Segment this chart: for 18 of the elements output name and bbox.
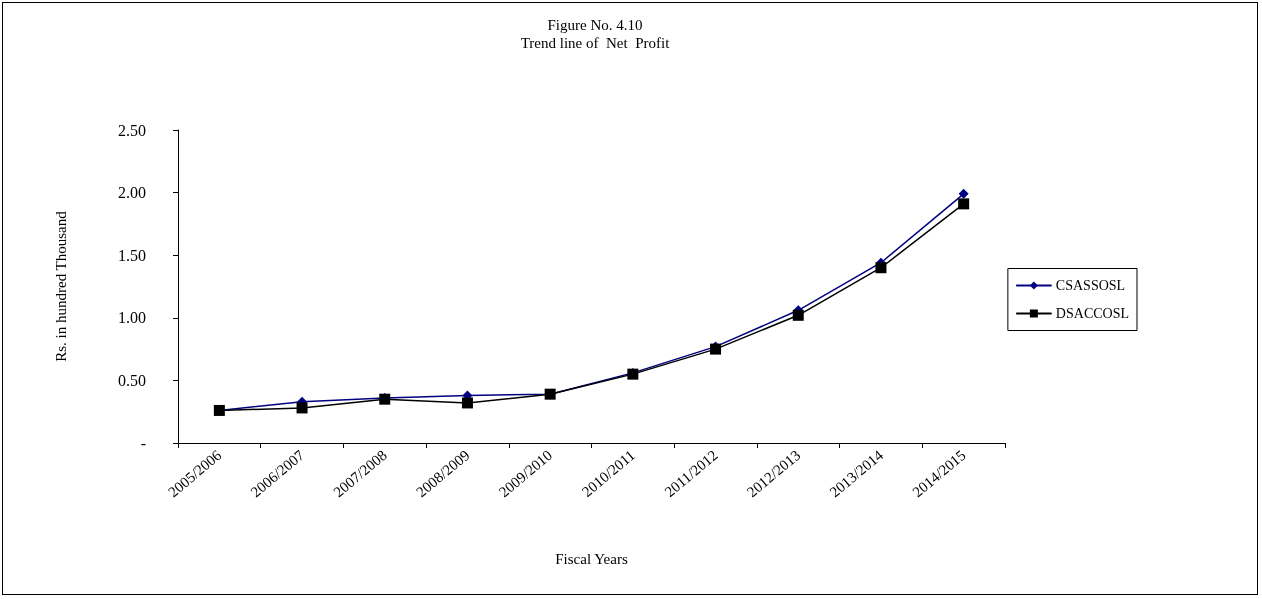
point	[296, 402, 308, 414]
y-tick-label: -	[140, 434, 146, 452]
y-axis-title: Rs. in hundred Thousand	[52, 210, 69, 362]
point	[875, 262, 887, 274]
y-tick-label: 1.00	[118, 309, 146, 327]
legend-label: CSASSOSL	[1055, 278, 1126, 293]
legend-label: DSACCOSL	[1055, 306, 1130, 321]
y-tick-label: 2.00	[118, 184, 146, 202]
x-axis-title: Fiscal Years	[555, 550, 628, 567]
chart-subtitle: Trend line of Net Profit	[520, 34, 671, 51]
point	[792, 309, 804, 321]
point	[958, 198, 970, 210]
chart-title: Figure No. 4.10	[547, 16, 643, 33]
y-tick-label: 2.50	[118, 121, 146, 139]
point	[958, 188, 969, 199]
point	[461, 397, 473, 409]
y-tick-label: 1.50	[118, 246, 146, 264]
y-tick-label: 0.50	[118, 371, 146, 389]
